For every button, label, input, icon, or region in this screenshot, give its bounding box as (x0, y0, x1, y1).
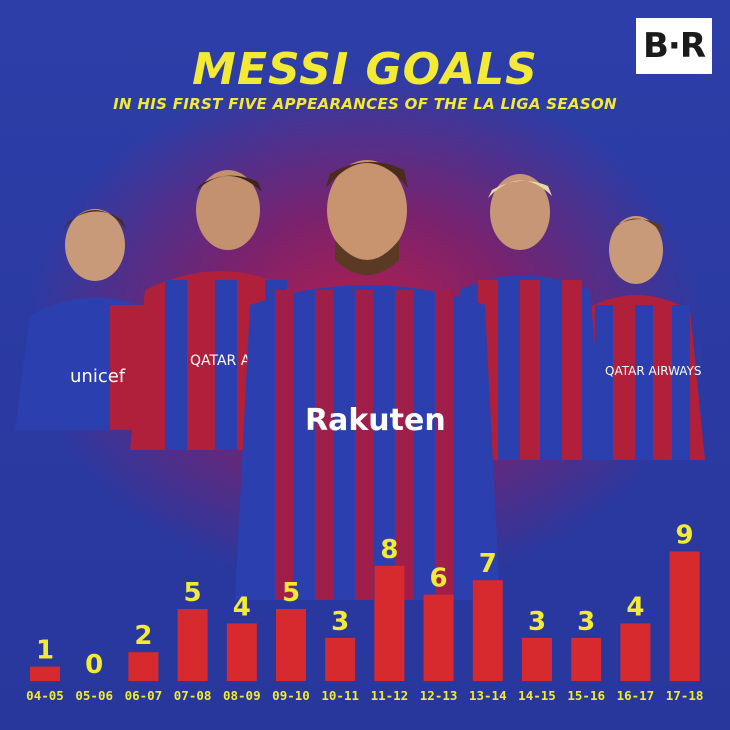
tick-label-16-17: 16-17 (617, 688, 655, 703)
tick-label-04-05: 04-05 (26, 688, 64, 703)
tick-label-08-09: 08-09 (223, 688, 261, 703)
jersey-sponsor-3: Rakuten (305, 403, 446, 438)
jersey-sponsor-4: QATAR AIRWAYS (605, 364, 702, 378)
value-label-16-17: 4 (626, 592, 644, 622)
tick-label-10-11: 10-11 (321, 688, 359, 703)
value-labels-layer: 1 0 2 5 4 5 3 8 6 7 3 3 4 9 (36, 520, 694, 680)
br-logo-text: B·R (642, 26, 706, 66)
tick-label-11-12: 11-12 (371, 688, 409, 703)
tick-label-13-14: 13-14 (469, 688, 507, 703)
value-label-12-13: 6 (430, 564, 448, 594)
value-label-09-10: 5 (282, 578, 300, 608)
bar-04-05 (30, 666, 60, 681)
player-photo-collage: unicef QATAR AIRWAYS QATAR AIRWAYS (15, 160, 705, 600)
bar-13-14 (472, 580, 503, 681)
value-label-17-18: 9 (676, 520, 694, 550)
bar-06-07 (128, 652, 159, 681)
tick-label-06-07: 06-07 (125, 688, 163, 703)
bar-10-11 (325, 637, 356, 681)
tick-label-05-06: 05-06 (75, 688, 113, 703)
tick-label-17-18: 17-18 (666, 688, 704, 703)
tick-label-14-15: 14-15 (518, 688, 556, 703)
value-label-08-09: 4 (233, 592, 251, 622)
bar-11-12 (374, 565, 405, 681)
jersey-sponsor-1: unicef (70, 366, 126, 387)
value-label-04-05: 1 (36, 636, 54, 666)
br-logo: B·R (636, 18, 712, 74)
player-figure-3: Rakuten (235, 160, 500, 600)
tick-labels-layer: 04-05 05-06 06-07 07-08 08-09 09-10 10-11 11-12… (26, 688, 703, 703)
bar-07-08 (177, 609, 208, 681)
bar-12-13 (423, 594, 454, 681)
value-label-05-06: 0 (85, 650, 103, 680)
bar-15-16 (571, 637, 602, 681)
bars-layer (30, 551, 700, 681)
value-label-11-12: 8 (380, 535, 398, 565)
tick-label-07-08: 07-08 (174, 688, 212, 703)
tick-label-15-16: 15-16 (567, 688, 605, 703)
value-label-15-16: 3 (577, 607, 595, 637)
tick-label-09-10: 09-10 (272, 688, 310, 703)
value-label-07-08: 5 (184, 578, 202, 608)
chart-title: MESSI GOALS (192, 44, 538, 95)
value-label-14-15: 3 (528, 607, 546, 637)
bar-17-18 (669, 551, 700, 681)
bar-09-10 (276, 609, 306, 681)
value-label-10-11: 3 (331, 607, 349, 637)
bar-08-09 (226, 623, 257, 681)
value-label-13-14: 7 (479, 549, 497, 579)
bar-14-15 (522, 637, 552, 681)
value-label-06-07: 2 (134, 621, 152, 651)
tick-label-12-13: 12-13 (420, 688, 458, 703)
bar-16-17 (620, 623, 651, 681)
chart-subtitle: IN HIS FIRST FIVE APPEARANCES OF THE LA … (113, 95, 617, 113)
